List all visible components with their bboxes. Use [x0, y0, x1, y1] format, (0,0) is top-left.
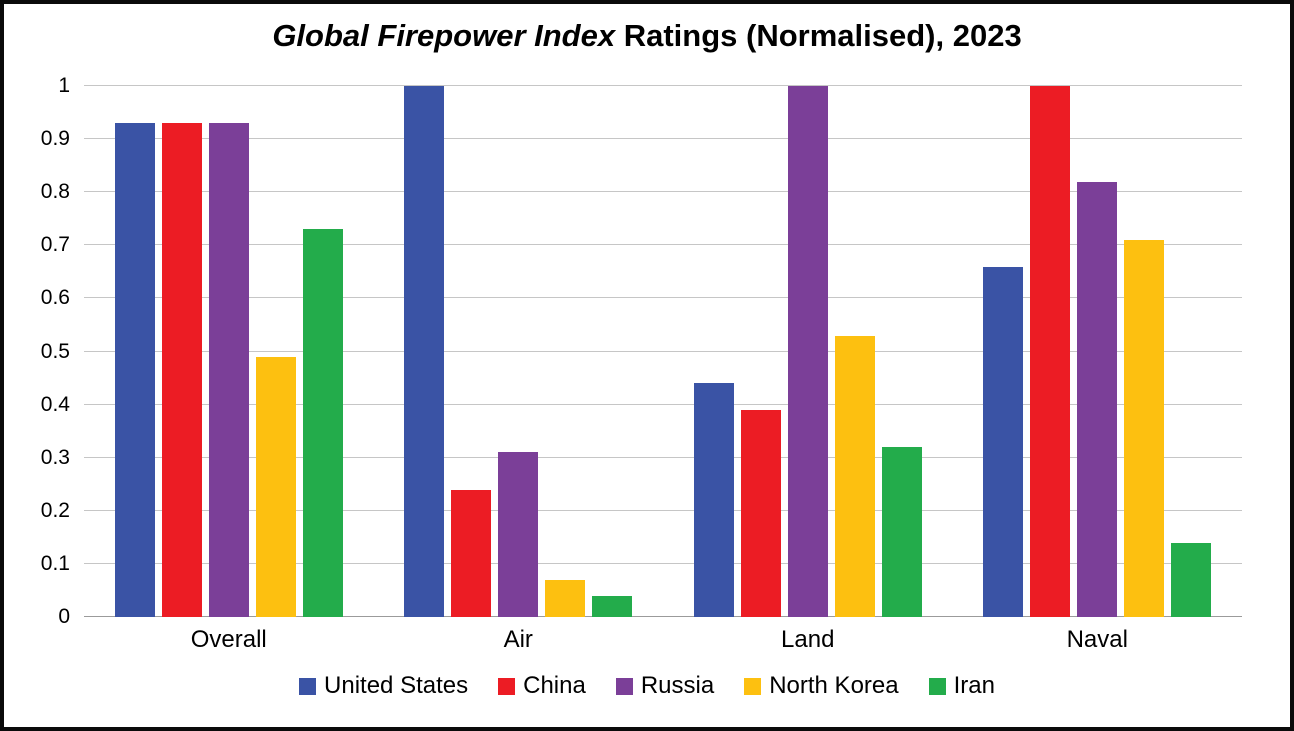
- legend-item-north-korea: North Korea: [744, 672, 899, 700]
- y-tick-label-0.1: 0.1: [40, 551, 70, 575]
- gridline: [84, 85, 1242, 86]
- chart-title: Global Firepower Index Ratings (Normalis…: [4, 18, 1290, 54]
- y-tick-label-1: 1: [58, 74, 70, 97]
- bar-china-air: [451, 489, 492, 617]
- y-tick-label-0.3: 0.3: [40, 445, 70, 469]
- bar-group-overall: [84, 86, 374, 617]
- bar-united-states-overall: [114, 123, 155, 617]
- legend-swatch-united-states: [299, 677, 317, 695]
- y-tick-label-0.7: 0.7: [40, 233, 70, 257]
- plot-area: 0 0.1 0.2 0.3 0.4 0.5 0.6 0.7 0.8 0.9 1: [41, 74, 1242, 628]
- bar-group-land: [663, 86, 953, 617]
- legend-swatch-russia: [615, 677, 633, 695]
- bar-iran-naval: [1171, 542, 1212, 617]
- x-axis-label-air: Air: [503, 626, 533, 653]
- gridline: [84, 509, 1242, 511]
- chart-title-rest: Ratings (Normalised), 2023: [615, 18, 1022, 53]
- bar-russia-overall: [208, 123, 249, 617]
- bar-united-states-land: [693, 383, 734, 617]
- bar-china-overall: [161, 123, 202, 617]
- bar-group-air: [374, 86, 664, 617]
- bar-north-korea-air: [545, 579, 586, 617]
- y-tick-label-0.2: 0.2: [40, 498, 70, 522]
- bar-group-naval: [953, 86, 1243, 617]
- gridline: [84, 244, 1242, 246]
- bar-iran-overall: [302, 229, 343, 617]
- legend-label-north-korea: North Korea: [769, 672, 899, 699]
- legend-label-china: China: [523, 672, 586, 699]
- gridline: [84, 297, 1242, 299]
- bar-russia-naval: [1077, 181, 1118, 617]
- x-axis-label-naval: Naval: [1066, 626, 1128, 653]
- gridlines-layer: [84, 85, 1242, 617]
- y-axis-labels: 0 0.1 0.2 0.3 0.4 0.5 0.6 0.7 0.8 0.9 1: [41, 74, 1242, 628]
- legend: United States China Russia North Korea Iran: [4, 672, 1290, 700]
- y-tick-label-0.5: 0.5: [40, 339, 70, 363]
- bar-china-land: [740, 409, 781, 617]
- gridline: [84, 403, 1242, 405]
- bar-russia-land: [787, 86, 828, 617]
- legend-item-russia: Russia: [615, 672, 715, 700]
- bar-china-naval: [1030, 86, 1071, 617]
- legend-label-iran: Iran: [953, 672, 995, 699]
- x-axis-labels: Overall Air Land Naval: [84, 626, 1242, 654]
- x-axis-line: [84, 616, 1242, 617]
- legend-label-united-states: United States: [324, 672, 469, 699]
- legend-swatch-iran: [928, 677, 946, 695]
- legend-item-china: China: [498, 672, 586, 700]
- bar-north-korea-naval: [1124, 240, 1165, 617]
- legend-item-iran: Iran: [928, 672, 995, 700]
- bar-iran-air: [592, 595, 633, 617]
- gridline: [84, 456, 1242, 458]
- gridline: [84, 191, 1242, 193]
- bar-north-korea-overall: [255, 356, 296, 617]
- legend-swatch-china: [498, 677, 516, 695]
- bar-iran-land: [881, 447, 922, 617]
- y-tick-label-0.4: 0.4: [40, 392, 70, 416]
- legend-item-united-states: United States: [299, 672, 468, 700]
- bars-layer: [84, 86, 1242, 617]
- x-axis-label-overall: Overall: [190, 626, 267, 653]
- y-tick-label-0.8: 0.8: [40, 180, 70, 204]
- bar-united-states-air: [404, 86, 445, 617]
- x-axis-label-land: Land: [781, 626, 835, 653]
- bar-north-korea-land: [834, 335, 875, 617]
- chart-title-italic: Global Firepower Index: [272, 18, 616, 53]
- gridline: [84, 138, 1242, 140]
- y-tick-label-0: 0: [58, 605, 70, 628]
- gridline: [84, 350, 1242, 352]
- bar-russia-air: [498, 452, 539, 617]
- gridline: [84, 562, 1242, 564]
- legend-swatch-north-korea: [744, 677, 762, 695]
- legend-label-russia: Russia: [640, 672, 715, 699]
- y-tick-label-0.9: 0.9: [40, 127, 70, 151]
- bar-united-states-naval: [983, 266, 1024, 617]
- y-tick-label-0.6: 0.6: [40, 286, 70, 310]
